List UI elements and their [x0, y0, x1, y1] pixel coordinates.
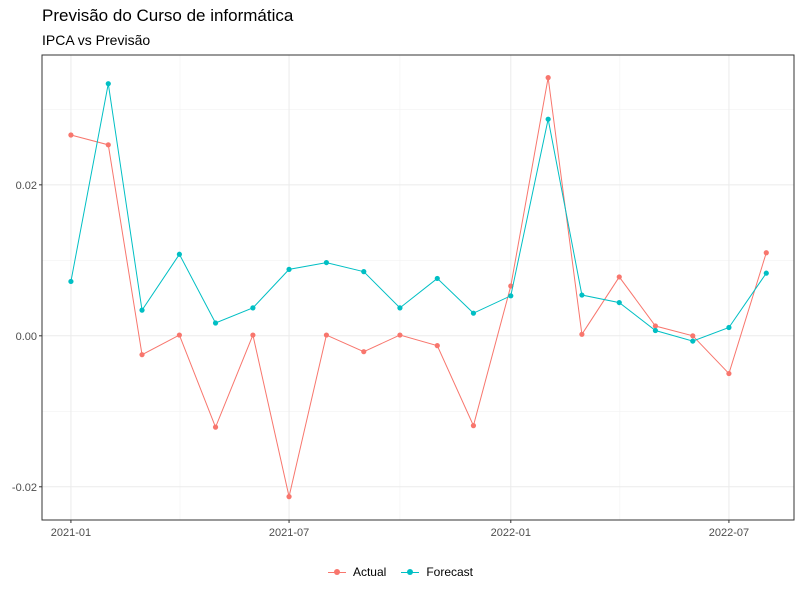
legend-label-actual: Actual — [352, 565, 387, 579]
data-point-actual — [176, 332, 182, 338]
data-point-forecast — [68, 278, 74, 285]
data-point-forecast — [212, 320, 219, 326]
data-point-actual — [434, 343, 440, 349]
data-point-forecast — [690, 338, 696, 344]
data-point-forecast — [508, 293, 514, 299]
series-line-actual — [70, 77, 767, 497]
data-point-actual — [690, 333, 696, 339]
data-point-actual — [397, 332, 403, 338]
data-point-forecast — [139, 307, 145, 313]
data-point-actual — [652, 323, 659, 329]
data-point-forecast — [652, 327, 659, 334]
data-point-forecast — [105, 81, 111, 87]
data-point-forecast — [616, 299, 622, 306]
data-point-forecast — [397, 305, 403, 311]
chart-title: Previsão do Curso de informática — [42, 6, 294, 25]
x-tick-label: 2022-01 — [491, 527, 531, 539]
data-point-forecast — [286, 266, 292, 272]
data-point-actual — [616, 274, 622, 280]
legend-key-actual — [327, 565, 347, 579]
legend: Actual Forecast — [0, 565, 800, 579]
data-point-actual — [212, 424, 219, 430]
data-point-actual — [68, 132, 74, 138]
legend-key-forecast — [400, 565, 420, 579]
data-point-actual — [361, 349, 367, 355]
y-tick-label: -0.02 — [12, 482, 37, 494]
plot-border — [41, 54, 795, 521]
x-tick-label: 2021-01 — [51, 527, 91, 539]
y-tick-label: 0.02 — [16, 180, 37, 192]
data-point-forecast — [361, 269, 367, 275]
data-point-actual — [763, 250, 769, 256]
x-tick-label: 2022-07 — [709, 527, 749, 539]
data-point-forecast — [176, 251, 182, 257]
legend-item-actual: Actual — [327, 565, 386, 579]
series-line-forecast — [70, 83, 767, 342]
legend-item-forecast: Forecast — [400, 565, 473, 579]
data-point-forecast — [323, 259, 330, 266]
data-point-actual — [579, 331, 585, 337]
y-tick-label: 0.00 — [16, 331, 37, 343]
data-point-actual — [139, 352, 145, 358]
data-point-forecast — [434, 275, 440, 282]
chart-subtitle: IPCA vs Previsão — [42, 32, 151, 48]
data-point-forecast — [250, 305, 256, 311]
data-point-forecast — [579, 292, 585, 298]
data-point-forecast — [726, 324, 732, 331]
data-point-actual — [545, 75, 551, 81]
legend-label-forecast: Forecast — [426, 565, 474, 579]
data-point-actual — [470, 423, 477, 429]
data-point-forecast — [545, 116, 551, 122]
data-point-forecast — [763, 270, 769, 276]
data-point-actual — [323, 332, 330, 338]
data-point-actual — [286, 493, 292, 500]
data-point-forecast — [470, 310, 477, 316]
plot-panel — [42, 55, 794, 520]
x-tick-label: 2021-07 — [269, 527, 309, 539]
data-point-actual — [250, 332, 256, 338]
data-point-actual — [726, 370, 732, 377]
data-point-actual — [105, 142, 111, 148]
